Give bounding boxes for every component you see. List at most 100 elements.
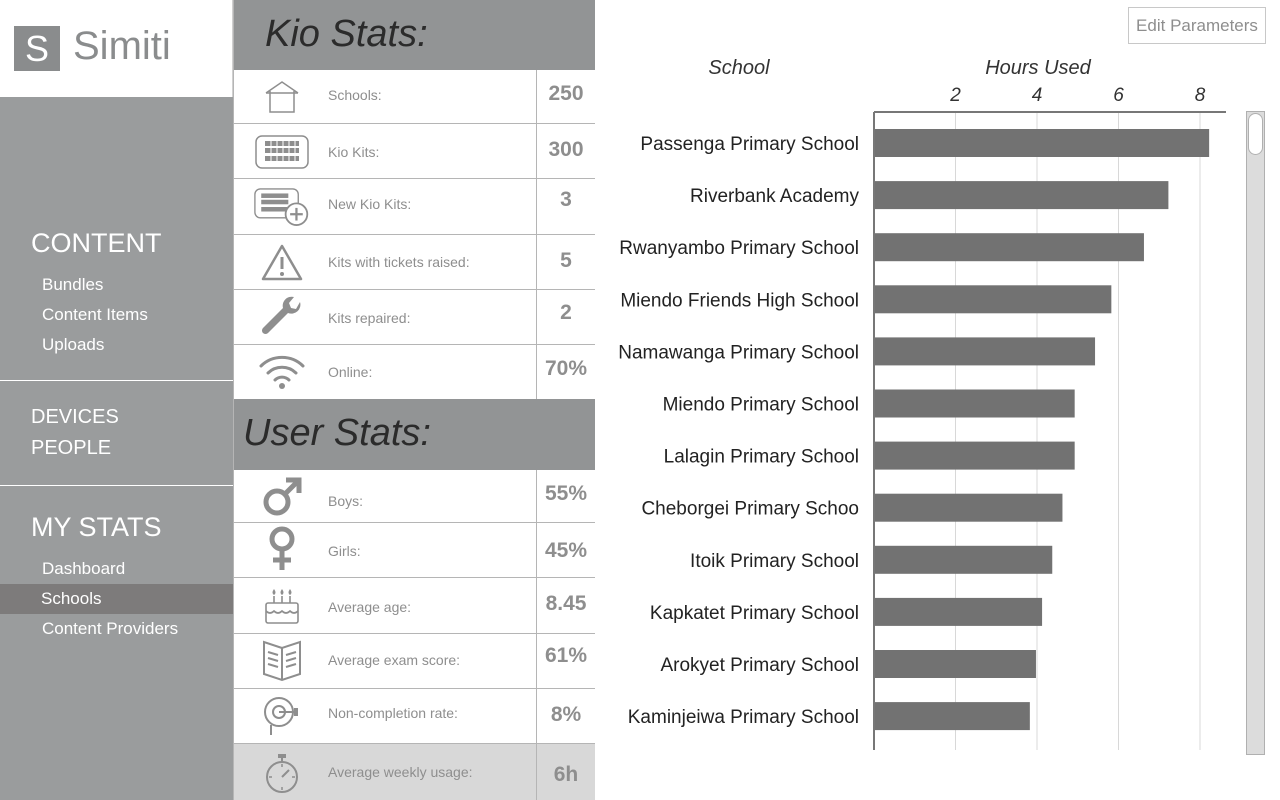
category-label: Rwanyambo Primary School [619,238,859,259]
y-axis-title: School [708,57,770,79]
stat-row-online: Online: 70% [234,345,595,399]
stat-divider [536,689,537,743]
open-book-icon [254,637,310,685]
category-labels: Passenga Primary School Riverbank Academy… [618,134,859,728]
stat-divider [536,290,537,344]
nav-divider [0,485,233,486]
stat-value: 250 [548,82,584,105]
wrench-icon [254,293,310,341]
bar[interactable] [875,233,1144,262]
nav-item-content-items[interactable]: Content Items [42,305,148,324]
alarm-bell-icon [254,692,310,740]
bar[interactable] [875,597,1043,626]
stats-panel: Kio Stats: Schools: 250 Kio Kits: 300 Ne… [233,0,595,800]
stat-value: 2 [560,301,572,324]
stat-divider [536,70,537,123]
bar[interactable] [875,493,1063,522]
male-symbol-icon [254,473,310,521]
stat-row-kio-kits: Kio Kits: 300 [234,124,595,179]
stat-value: 8.45 [545,592,587,615]
stat-label: Average exam score: [328,652,461,668]
stat-divider [536,523,537,577]
x-axis-title: Hours Used [985,57,1091,79]
stat-value: 3 [560,188,572,211]
category-label: Riverbank Academy [690,186,859,207]
stat-divider [536,124,537,178]
sidebar: S Simiti CONTENT Bundles Content Items U… [0,0,233,800]
stat-row-girls: Girls: 45% [234,523,595,578]
stat-row-new-kio-kits: New Kio Kits: 3 [234,179,595,235]
edit-parameters-button[interactable]: Edit Parameters [1128,7,1266,44]
nav-item-schools[interactable]: Schools [0,584,233,614]
x-tick-label: 6 [1113,85,1124,106]
bar[interactable] [875,545,1053,574]
stat-label: Online: [328,364,373,380]
nav-heading-my-stats[interactable]: MY STATS [31,512,162,542]
nav-item-content-providers[interactable]: Content Providers [42,619,179,638]
category-label: Cheborgei Primary Schoo [641,499,859,520]
category-label: Miendo Primary School [663,395,859,416]
stat-row-weekly-usage: Average weekly usage: 6h [234,744,595,800]
x-tick-label: 8 [1195,85,1206,106]
stat-row-boys: Boys: 55% [234,470,595,523]
stat-label: Kits repaired: [328,310,411,326]
stat-label: Non-completion rate: [328,705,458,721]
bar[interactable] [875,702,1030,731]
stat-value: 55% [544,482,588,505]
stat-label: Boys: [328,493,364,509]
category-label: Passenga Primary School [640,134,859,155]
bar[interactable] [875,337,1096,366]
bar[interactable] [875,181,1169,210]
stat-value: 5 [560,249,572,272]
stat-divider [536,744,537,800]
bar[interactable] [875,441,1075,470]
stopwatch-icon [254,749,310,797]
nav-divider [0,380,233,381]
stat-row-schools: Schools: 250 [234,70,595,124]
bars [875,129,1210,731]
female-symbol-icon [254,525,310,573]
stat-divider [536,345,537,399]
nav-heading-content[interactable]: CONTENT [31,228,162,258]
stat-value: 300 [548,138,584,161]
bar[interactable] [875,285,1112,314]
stat-row-kits-tickets: Kits with tickets raised: 5 [234,235,595,290]
logo-mark: S [14,26,60,71]
kio-kit-icon [254,128,310,176]
nav-item-devices[interactable]: DEVICES [31,406,119,428]
stat-row-kits-repaired: Kits repaired: 2 [234,290,595,345]
stat-label: Schools: [328,87,382,103]
stat-value: 45% [544,539,588,562]
stat-value: 61% [544,644,588,667]
birthday-cake-icon [254,582,310,630]
wifi-icon [254,348,310,396]
bar[interactable] [875,129,1210,157]
scrollbar-thumb[interactable] [1248,113,1263,155]
chart-scrollbar[interactable] [1246,111,1265,755]
stat-row-average-age: Average age: 8.45 [234,578,595,634]
category-label: Miendo Friends High School [620,290,859,311]
nav-item-bundles[interactable]: Bundles [42,275,104,294]
stat-divider [536,179,537,234]
stat-value: 6h [553,763,579,786]
school-house-icon [254,73,310,121]
stat-label: Average weekly usage: [328,764,473,780]
stat-label: Average age: [328,599,412,615]
nav-item-people[interactable]: PEOPLE [31,437,112,459]
category-label: Kaminjeiwa Primary School [628,707,859,728]
category-label: Itoik Primary School [690,551,859,572]
stat-divider [536,470,537,522]
nav-item-dashboard[interactable]: Dashboard [42,559,126,578]
nav-item-uploads[interactable]: Uploads [42,335,105,354]
stat-label: Girls: [328,543,361,559]
category-label: Namawanga Primary School [618,342,859,363]
bar[interactable] [875,650,1036,678]
warning-triangle-icon [254,238,310,286]
kio-stats-title: Kio Stats: [234,0,595,70]
stat-row-non-completion: Non-completion rate: 8% [234,689,595,744]
bar[interactable] [875,389,1075,418]
x-tick-labels: 2 4 6 8 [949,85,1206,106]
user-stats-title: User Stats: [234,399,595,470]
logo[interactable]: S Simiti [0,0,233,97]
